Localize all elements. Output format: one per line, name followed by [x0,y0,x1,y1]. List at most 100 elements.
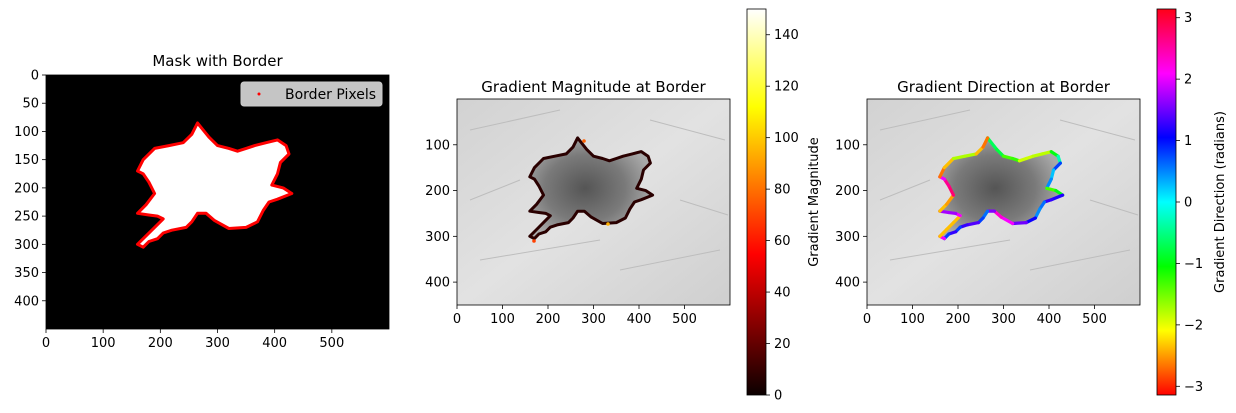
gradient-direction-panel: Gradient Direction at Border 0 100 200 300 4… [835,8,1228,396]
direction-segment [938,202,949,213]
colorbar-tick-label: 20 [774,337,791,352]
y-tick-label: 150 [14,153,39,168]
direction-segment [1033,207,1042,220]
x-tick-label: 0 [453,312,461,327]
direction-segment [974,145,985,156]
colorbar-tick-label: 80 [774,183,791,198]
direction-segment [985,136,999,151]
y-tick-label: 250 [14,210,39,225]
x-tick-label: 500 [1082,312,1107,327]
y-tick-label: 200 [425,184,450,199]
direction-border [938,136,1065,241]
y-tick-label: 0 [31,69,39,84]
x-tick-label: 0 [42,336,50,351]
lesion [939,137,1063,239]
direction-segment [963,152,978,158]
skin-texture [879,109,1139,271]
direction-segment [1010,221,1028,226]
magnitude-hotspot [606,222,610,226]
colorbar-tick-label: 3 [1184,11,1192,26]
direction-segment [938,166,946,179]
colorbar-tick-label: 0 [1184,196,1192,211]
border-pixels [136,121,294,249]
y-tick-label: 100 [835,138,860,153]
x-tick-label: 200 [946,312,971,327]
direction-segment [951,154,967,161]
x-tick-label: 200 [148,336,173,351]
axis-ticks: 0 100 200 300 400 500 100 200 300 400 [425,138,697,327]
y-tick-label: 100 [425,138,450,153]
colorbar-ticks: 0 20 40 60 80 100 120 140 [766,28,799,404]
direction-segment [995,147,1006,158]
direction-segment [1045,177,1053,190]
direction-segment [938,227,949,238]
x-tick-label: 100 [900,312,925,327]
y-tick-label: 350 [14,266,39,281]
colorbar-tick-label: 120 [774,80,799,95]
colorbar-ticks: −3 −2 −1 0 1 2 3 [1176,11,1203,395]
legend-marker [257,92,261,96]
direction-segment [947,184,956,197]
x-tick-label: 400 [627,312,652,327]
colorbar: 0 20 40 60 80 100 120 140 Gradient Magnitude [746,8,822,404]
colorbar-tick-label: 0 [774,389,782,404]
direction-segment [945,193,956,206]
y-tick-label: 300 [835,230,860,245]
x-tick-label: 0 [863,312,871,327]
legend-label: Border Pixels [285,87,376,103]
colorbar-tick-label: −2 [1184,318,1203,333]
x-tick-label: 300 [205,336,230,351]
magnitude-border [528,136,655,241]
x-tick-label: 300 [991,312,1016,327]
x-tick-label: 500 [672,312,697,327]
legend: Border Pixels [240,81,383,107]
colorbar-tick-label: 1 [1184,134,1192,149]
colorbar-tick-label: 60 [774,234,791,249]
skin-texture [469,109,729,271]
panel-title: Gradient Direction at Border [897,78,1111,96]
colorbar-label: Gradient Magnitude [807,137,822,267]
colorbar-tick-label: −1 [1184,257,1203,272]
panel-title: Gradient Magnitude at Border [481,78,706,96]
x-tick-label: 300 [581,312,606,327]
magnitude-hotspot [582,139,586,143]
y-tick-label: 300 [425,230,450,245]
direction-segment [945,221,956,232]
colorbar-label: Gradient Direction (radians) [1213,111,1228,293]
y-tick-label: 200 [14,181,39,196]
y-tick-label: 300 [14,238,39,253]
colorbar: −3 −2 −1 0 1 2 3 Gradient Direction (radians) [1156,8,1228,396]
colorbar-tick-label: 2 [1184,73,1192,88]
lesion [529,137,653,239]
x-tick-label: 400 [262,336,287,351]
gradient-magnitude-panel: Gradient Magnitude at Border 0 100 200 300 4… [425,8,822,404]
mask-panel: Mask with Border 0 100 200 300 400 500 0 50 100 1… [14,52,390,352]
x-tick-label: 100 [490,312,515,327]
y-tick-label: 50 [22,97,39,112]
direction-segment [965,221,981,227]
colorbar-tick-label: 140 [774,28,799,43]
y-tick-label: 100 [14,125,39,140]
axis-ticks: 0 100 200 300 400 500 100 200 300 400 [835,138,1107,327]
colorbar-tick-label: 100 [774,131,799,146]
magnitude-hotspot [532,239,536,243]
x-tick-label: 500 [319,336,344,351]
y-tick-label: 400 [14,294,39,309]
panel-title: Mask with Border [152,52,283,70]
x-tick-label: 200 [536,312,561,327]
direction-segment [942,156,956,170]
x-tick-label: 400 [1037,312,1062,327]
y-tick-label: 400 [425,276,450,291]
colorbar-tick-label: −3 [1184,380,1203,395]
y-tick-label: 400 [835,276,860,291]
x-tick-label: 100 [91,336,116,351]
axis-ticks: 0 100 200 300 400 500 0 50 100 150 200 250 300 350 400 [14,69,344,352]
direction-segment [1049,193,1065,202]
direction-segment [1024,216,1037,225]
mask-region [137,123,292,248]
direction-segment [1051,161,1062,172]
y-tick-label: 200 [835,184,860,199]
direction-segment [999,215,1015,226]
direction-segment [981,136,990,149]
